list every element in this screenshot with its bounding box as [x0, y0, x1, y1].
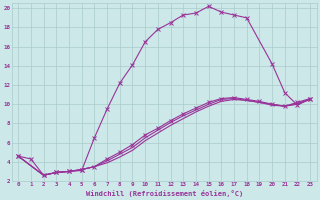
X-axis label: Windchill (Refroidissement éolien,°C): Windchill (Refroidissement éolien,°C) [85, 190, 243, 197]
